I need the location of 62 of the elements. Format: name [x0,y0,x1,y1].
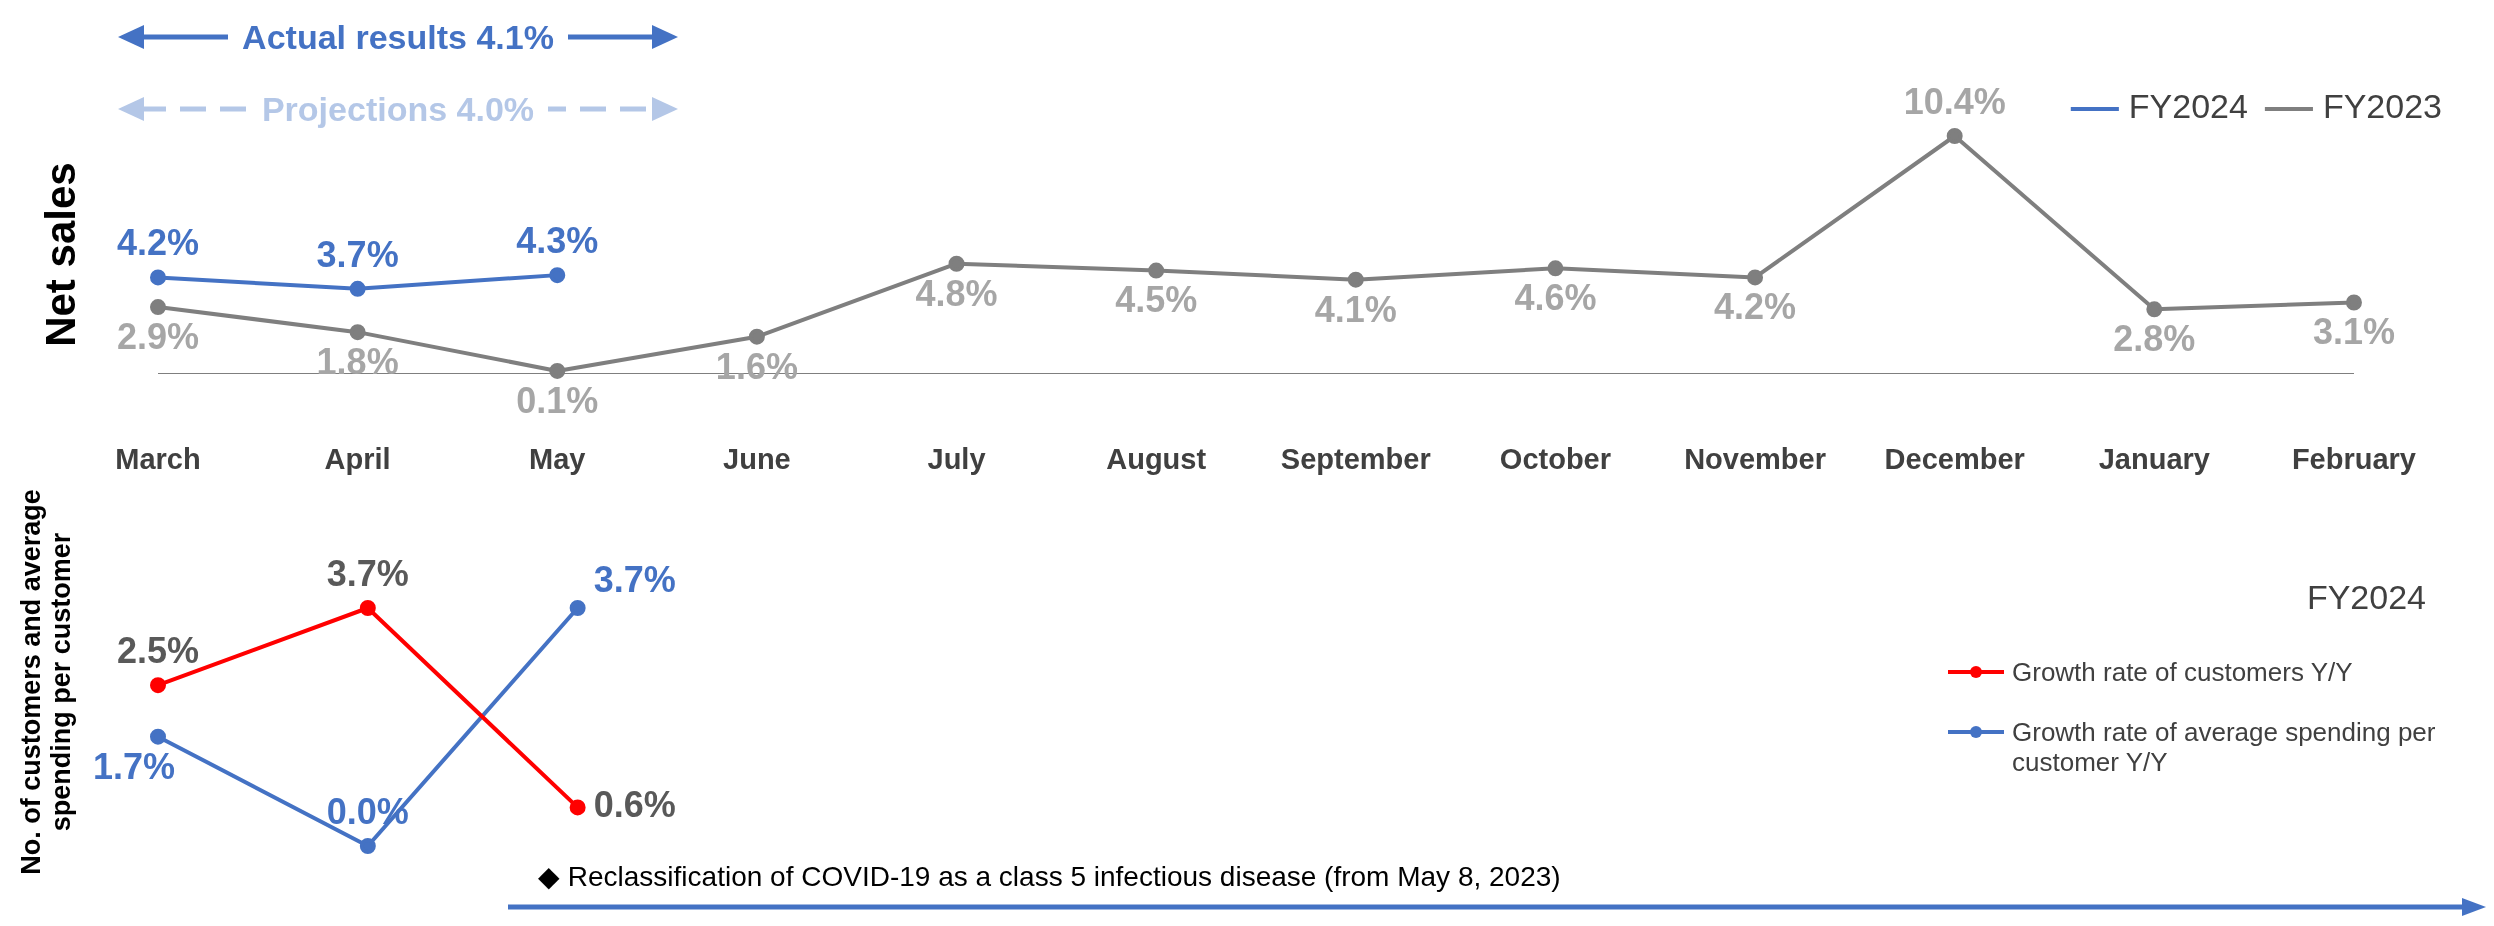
data-label: 4.2% [1714,286,1797,328]
data-label: 2.9% [116,315,200,357]
point [349,324,366,341]
x-tick-label: May [529,442,586,475]
point [1946,128,1963,144]
x-tick-label: July [927,442,986,475]
point [150,299,166,316]
legend-label: Growth rate of average spending per customer Y/Y [2012,717,2437,777]
data-label: 0.1% [516,379,599,421]
x-tick-label: January [2098,442,2210,475]
legend-label: FY2023 [2322,87,2443,126]
data-label: 1.8% [316,341,399,383]
x-tick-label: February [2291,442,2416,475]
point [1547,260,1564,277]
point [948,255,965,272]
point [2345,294,2362,311]
data-label: 3.1% [2312,311,2395,353]
point [569,600,586,616]
x-tick-label: March [115,442,201,475]
point [748,328,765,345]
data-label: 4.6% [1514,277,1597,319]
point [150,728,166,745]
x-tick-label: September [1280,442,1431,475]
point [569,799,586,816]
data-label: 3.7% [326,552,409,594]
data-label: 10.4% [1903,80,2006,122]
point [1148,262,1165,279]
x-tick-label: June [723,442,791,475]
legend-label: FY2024 [2128,87,2248,126]
point [2146,301,2163,318]
x-tick-label: April [324,442,391,475]
data-label: 1.7% [92,745,176,787]
legend-label: Growth rate of customers Y/Y [2012,657,2353,687]
data-label: 4.3% [516,220,599,262]
data-label: 4.8% [915,272,998,314]
point [150,677,166,694]
y-axis-title: Net sales [36,162,84,347]
text: Actual results 4.1% [228,17,568,57]
data-label: 2.5% [116,630,200,672]
y-axis-title: No. of customers and average spending per customer [16,488,76,877]
point [359,838,376,854]
data-label: 4.2% [116,222,200,264]
data-label: 2.8% [2113,318,2196,360]
point [1347,271,1364,288]
x-tick-label: October [1499,442,1612,475]
data-label: 3.7% [593,558,676,600]
data-label: 4.5% [1115,279,1198,321]
x-tick-label: August [1106,442,1207,475]
text: ◆ Reclassification of COVID-19 as a class 5 infectious disease (from May 8, 2023) [538,860,1561,893]
x-tick-label: November [1684,442,1826,475]
data-label: 4.1% [1314,288,1397,330]
data-label: 0.6% [593,784,676,826]
point [1747,269,1764,286]
text: Projections 4.0% [247,89,549,129]
point [549,267,566,284]
point [549,362,566,379]
point [349,280,366,297]
point [359,600,376,616]
data-label: 3.7% [316,233,399,275]
point [150,269,166,286]
legend-title: FY2024 [2305,578,2427,617]
x-tick-label: December [1884,442,2025,475]
